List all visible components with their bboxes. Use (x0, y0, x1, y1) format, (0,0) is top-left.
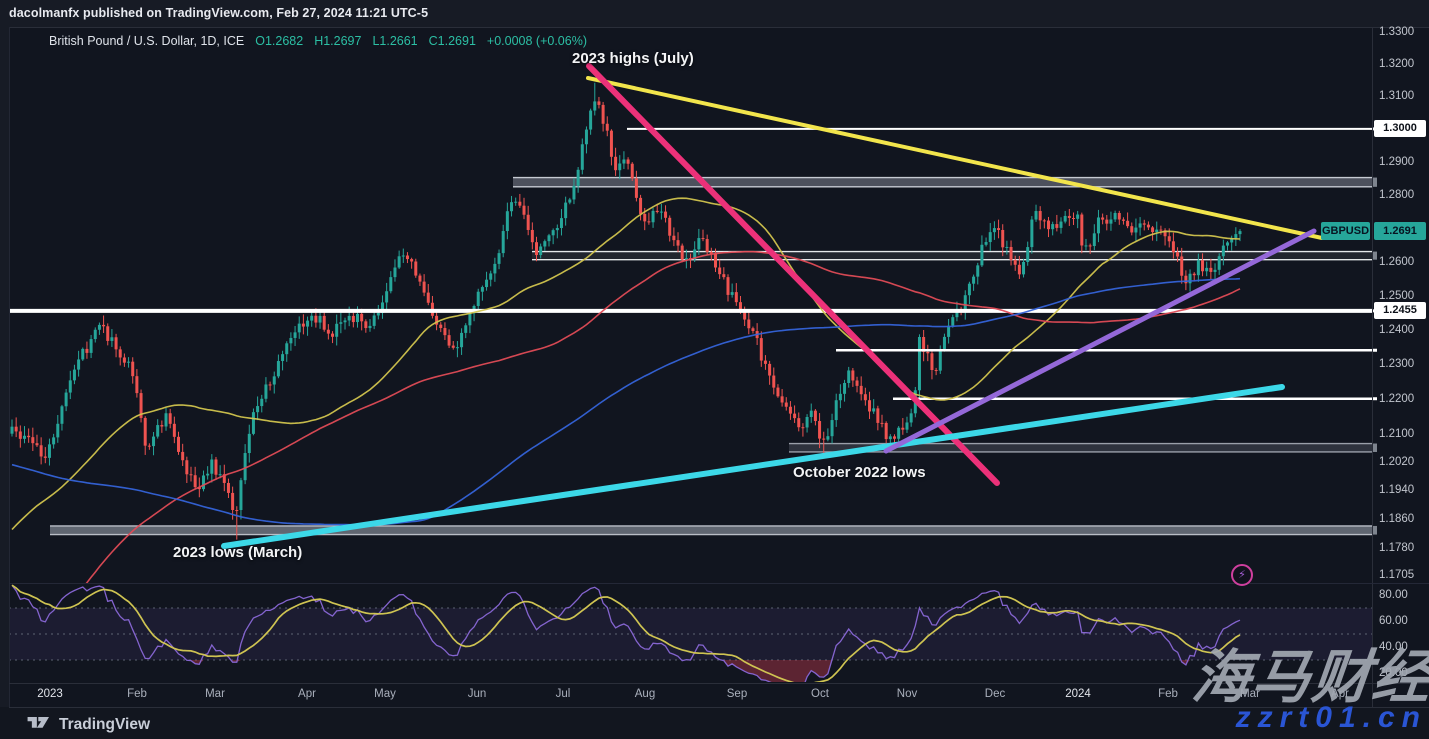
symbol-price-chip: GBPUSD (1321, 222, 1370, 241)
price-tick: 1.1705 (1379, 568, 1415, 581)
price-tick: 1.2900 (1379, 155, 1415, 168)
footer-brand[interactable]: TradingView (26, 712, 150, 737)
time-tick-Feb: Feb (127, 688, 147, 700)
price-tick: 1.3200 (1379, 58, 1415, 71)
time-tick-2023: 2023 (37, 688, 63, 700)
price-tick: 1.1940 (1379, 484, 1415, 497)
time-tick-Mar: Mar (1240, 688, 1260, 700)
time-tick-Jul: Jul (555, 688, 571, 700)
pane-border-top (9, 27, 1429, 28)
rsi-tick-20.00: 20.00 (1379, 667, 1408, 679)
ohlc-high: H1.2697 (314, 34, 362, 48)
time-tick-May: May (374, 688, 396, 700)
price-tick: 1.2020 (1379, 455, 1415, 468)
rsi-tick-60.00: 60.00 (1379, 615, 1408, 627)
time-tick-Aug: Aug (634, 688, 656, 700)
price-tick: 1.2200 (1379, 392, 1415, 405)
time-tick-Oct: Oct (811, 688, 829, 700)
price-tick: 1.1860 (1379, 512, 1415, 525)
ohlc-low: L1.2661 (372, 34, 418, 48)
ohlc-close: C1.2691 (428, 34, 476, 48)
flash-icon[interactable]: ⚡ (1231, 564, 1253, 586)
pane-border-left (9, 27, 10, 707)
tradingview-logo-icon (26, 712, 52, 737)
time-tick-Sep: Sep (726, 688, 748, 700)
price-tick: 1.2400 (1379, 323, 1415, 336)
ohlc-open: O1.2682 (255, 34, 304, 48)
price-tick: 1.3300 (1379, 26, 1415, 38)
price-label-1.2691: 1.2691 (1374, 222, 1426, 241)
tradingview-brand-text: TradingView (59, 715, 151, 733)
price-tick: 1.3100 (1379, 90, 1415, 103)
time-tick-Dec: Dec (984, 688, 1006, 700)
bottom-border (9, 707, 1429, 708)
price-tick: 1.2300 (1379, 358, 1415, 371)
october-lows-label: October 2022 lows (793, 464, 926, 481)
price-label-1.2455: 1.2455 (1374, 301, 1426, 319)
price-tick: 1.2100 (1379, 427, 1415, 440)
rsi-tick-80.00: 80.00 (1379, 589, 1408, 601)
symbol-legend: British Pound / U.S. Dollar, 1D, ICE O1.… (49, 34, 587, 48)
footer-bg (0, 707, 1429, 739)
time-tick-Mar: Mar (205, 688, 225, 700)
pane-separator[interactable] (9, 583, 1429, 584)
time-tick-2024: 2024 (1065, 688, 1091, 700)
price-axis-border[interactable] (1372, 27, 1373, 707)
july-highs-label: 2023 highs (July) (572, 50, 694, 67)
price-tick: 1.2600 (1379, 255, 1415, 268)
time-tick-Nov: Nov (896, 688, 918, 700)
lightning-glyph: ⚡ (1238, 568, 1246, 581)
time-tick-Apr: Apr (1331, 688, 1349, 700)
price-label-1.3000: 1.3000 (1374, 119, 1426, 137)
symbol-title: British Pound / U.S. Dollar, 1D, ICE (49, 34, 245, 48)
time-tick-Feb: Feb (1158, 688, 1178, 700)
time-tick-Jun: Jun (467, 688, 487, 700)
published-byline: dacolmanfx published on TradingView.com,… (9, 6, 429, 20)
time-axis-border (9, 683, 1429, 684)
rsi-tick-40.00: 40.00 (1379, 641, 1408, 653)
price-tick: 1.2500 (1379, 289, 1415, 302)
watermark-url: zzrt01.cn (1235, 701, 1427, 734)
main-pane-bg (9, 27, 1429, 707)
change-label: +0.0008 (+0.06%) (486, 34, 587, 48)
march-lows-label: 2023 lows (March) (173, 544, 303, 561)
time-tick-Apr: Apr (298, 688, 316, 700)
price-tick: 1.2800 (1379, 188, 1415, 201)
price-tick: 1.1780 (1379, 541, 1415, 554)
